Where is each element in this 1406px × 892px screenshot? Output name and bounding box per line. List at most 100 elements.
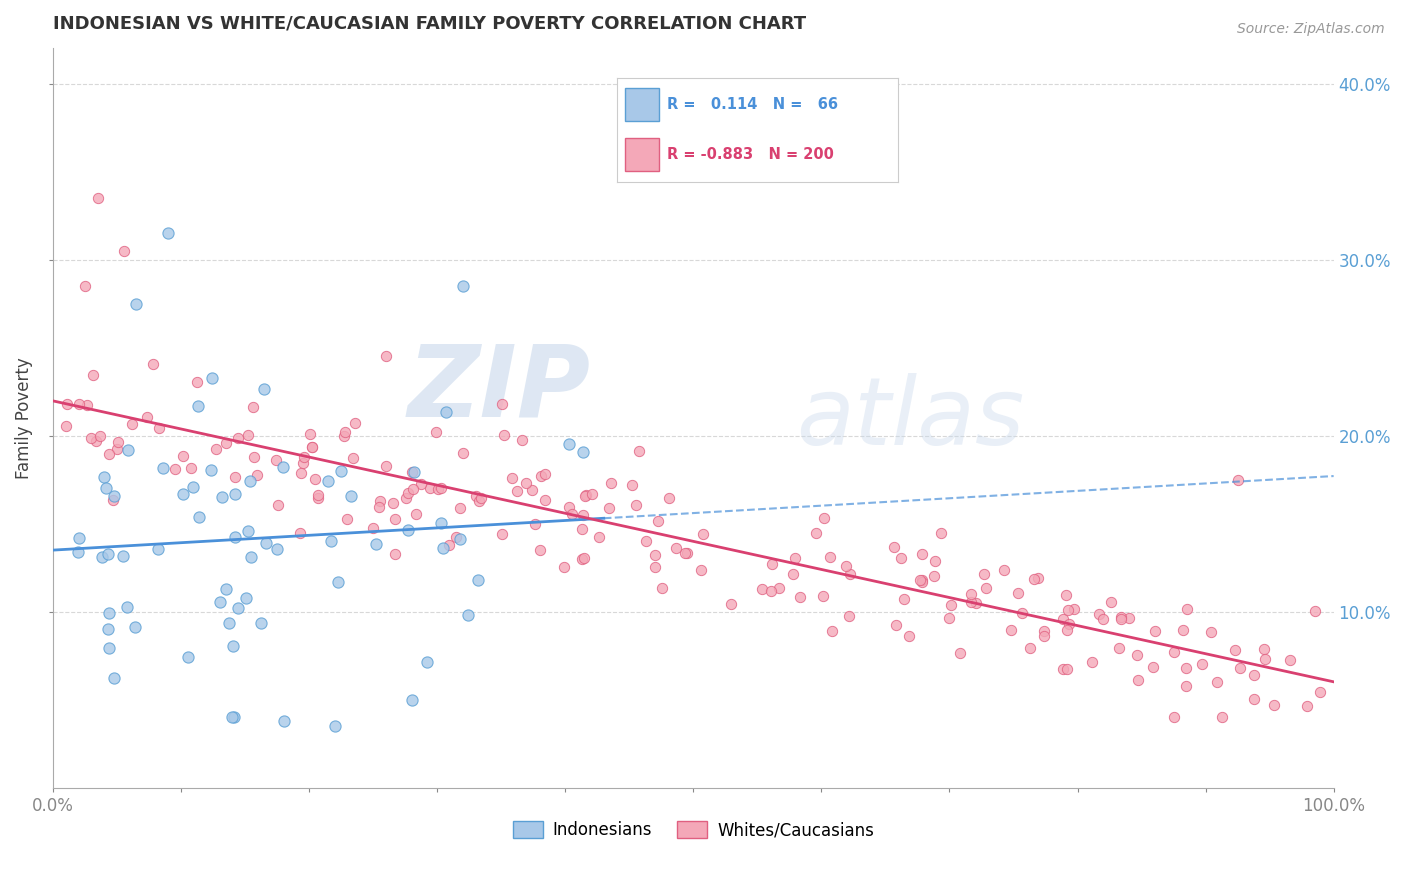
Point — [66, 545, 89, 559]
Point — [1011, 606, 1033, 620]
Point — [105, 442, 128, 456]
Point — [224, 487, 246, 501]
Point — [242, 401, 264, 415]
Point — [401, 693, 423, 707]
Point — [409, 477, 432, 491]
Point — [301, 440, 323, 454]
Point — [1243, 692, 1265, 706]
Point — [361, 520, 384, 534]
Point — [172, 487, 194, 501]
Point — [273, 714, 295, 728]
Point — [1000, 623, 1022, 637]
Point — [558, 500, 581, 515]
Point — [1033, 624, 1056, 639]
Point — [82, 368, 104, 382]
Point — [405, 507, 427, 521]
Point — [948, 646, 970, 660]
Point — [103, 489, 125, 503]
Point — [402, 482, 425, 496]
Point — [235, 591, 257, 605]
Point — [553, 559, 575, 574]
Point — [1171, 623, 1194, 637]
Point — [782, 567, 804, 582]
Point — [938, 611, 960, 625]
Point — [467, 573, 489, 587]
Point — [246, 467, 269, 482]
Point — [91, 550, 114, 565]
Point — [761, 558, 783, 572]
Point — [813, 511, 835, 525]
Point — [897, 629, 920, 643]
Point — [491, 397, 513, 411]
Point — [908, 573, 931, 587]
Point — [187, 400, 209, 414]
Point — [221, 710, 243, 724]
Point — [1080, 655, 1102, 669]
Point — [326, 574, 349, 589]
Point — [368, 493, 391, 508]
Point — [751, 582, 773, 597]
Point — [600, 476, 623, 491]
Point — [180, 460, 202, 475]
Point — [253, 382, 276, 396]
Point — [628, 444, 651, 458]
Point — [692, 527, 714, 541]
Point — [558, 437, 581, 451]
Point — [101, 492, 124, 507]
Point — [1052, 611, 1074, 625]
Point — [720, 597, 742, 611]
Point — [333, 429, 356, 443]
Point — [432, 541, 454, 555]
Point — [451, 445, 474, 459]
Point — [98, 607, 121, 621]
Point — [434, 405, 457, 419]
Point — [97, 547, 120, 561]
Point — [444, 530, 467, 544]
Point — [1254, 651, 1277, 665]
Point — [1052, 662, 1074, 676]
Point — [186, 376, 208, 390]
Point — [222, 639, 245, 653]
Point — [785, 551, 807, 566]
Point — [200, 463, 222, 477]
Point — [1033, 629, 1056, 643]
Point — [426, 482, 449, 496]
Legend: Indonesians, Whites/Caucasians: Indonesians, Whites/Caucasians — [506, 814, 880, 846]
Point — [572, 551, 595, 566]
Point — [117, 600, 139, 615]
Point — [768, 581, 790, 595]
Point — [1253, 642, 1275, 657]
Point — [75, 279, 97, 293]
Point — [396, 523, 419, 537]
Point — [249, 616, 271, 631]
Point — [1175, 602, 1198, 616]
Point — [534, 467, 557, 482]
Y-axis label: Family Poverty: Family Poverty — [15, 358, 32, 479]
Point — [1007, 585, 1029, 599]
Point — [1226, 473, 1249, 487]
Point — [266, 541, 288, 556]
Point — [1056, 623, 1078, 637]
Point — [323, 719, 346, 733]
Point — [644, 560, 666, 574]
Point — [89, 429, 111, 443]
Point — [804, 525, 827, 540]
Point — [634, 534, 657, 549]
Point — [76, 398, 98, 412]
Point — [673, 546, 696, 560]
Point — [839, 567, 862, 582]
Point — [290, 525, 312, 540]
Point — [67, 397, 90, 411]
Point — [1211, 710, 1233, 724]
Point — [135, 410, 157, 425]
Point — [177, 650, 200, 665]
Point — [960, 587, 983, 601]
Point — [1223, 643, 1246, 657]
Point — [146, 542, 169, 557]
Point — [218, 615, 240, 630]
Point — [124, 620, 146, 634]
Point — [574, 488, 596, 502]
Point — [367, 500, 389, 514]
Point — [1142, 660, 1164, 674]
Point — [647, 514, 669, 528]
